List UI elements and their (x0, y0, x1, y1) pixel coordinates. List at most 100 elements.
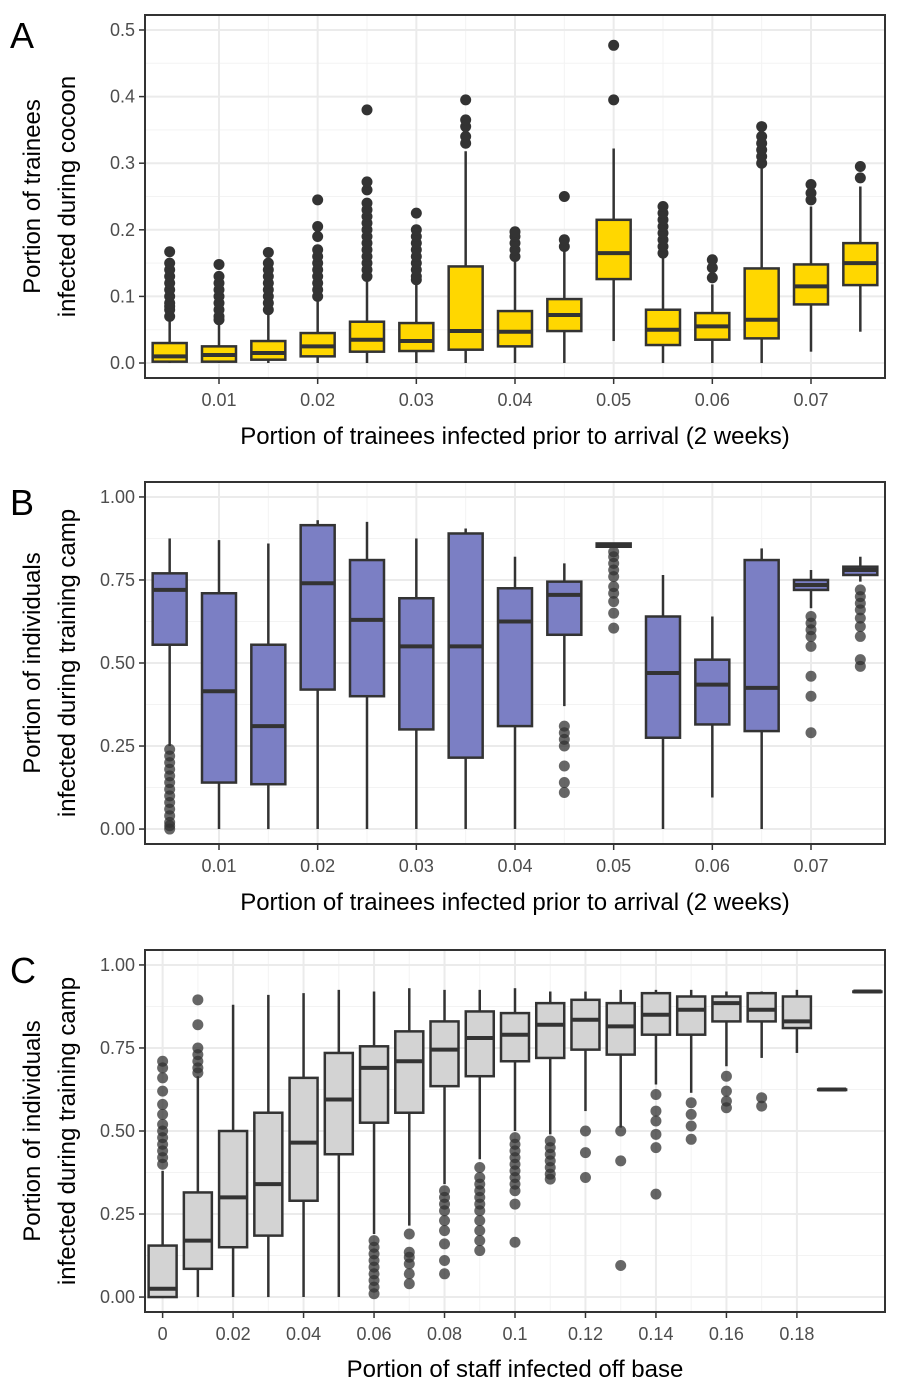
panel-a-outlier-point (657, 200, 669, 212)
panel-b-box-8 (546, 563, 583, 799)
panel-a-outlier-point (805, 179, 817, 191)
panel-a-outlier-point (608, 39, 620, 51)
panel-c-box-0 (147, 1055, 178, 1299)
panel-c-outlier-point (650, 1128, 662, 1140)
panel-a-outlier-point (213, 258, 225, 270)
panel-b-xtick-label: 0.03 (399, 856, 434, 876)
panel-a-outlier-point (262, 257, 274, 269)
panel-b-box-14 (842, 556, 879, 672)
panel-a-box-rect (644, 308, 682, 347)
panel-a-outlier-point (460, 94, 472, 106)
panel-a-y-axis-title-line-1: Portion of trainees (19, 99, 46, 294)
panel-a-outlier-point (164, 246, 176, 258)
panel-c-outlier-point (403, 1278, 415, 1290)
panel-b-outlier-point (854, 620, 866, 632)
panel-b-outlier-point (558, 787, 570, 799)
panel-c-outlier-point (685, 1120, 697, 1132)
panel-c-box-rect (570, 998, 601, 1051)
panel-a-outlier-point (460, 131, 472, 143)
panel-b-ytick-label: 1.00 (100, 487, 135, 507)
panel-c-outlier-point (474, 1171, 486, 1183)
panel-c-box-19 (816, 1087, 848, 1092)
panel-c-outlier-point (685, 1097, 697, 1109)
panel-a: 0.0 0.1 0.2 0.3 0.4 0.5 0.01 0.02 0.03 0.04 0.05 0.… (10, 14, 886, 450)
panel-c-box-rect (711, 995, 742, 1023)
panel-c-xtick-label: 0 (158, 1324, 168, 1344)
panel-a-xtick-label: 0.01 (201, 390, 236, 410)
panel-c-outlier-point (474, 1235, 486, 1247)
panel-b-xtick-label: 0.05 (596, 856, 631, 876)
panel-a-xtick-label: 0.05 (596, 390, 631, 410)
panel-c-outlier-point (403, 1268, 415, 1280)
panel-c-y-axis-title-line-2: infected during training camp (54, 977, 81, 1285)
panel-a-xtick-label: 0.03 (399, 390, 434, 410)
panel-c-outlier-point (474, 1162, 486, 1174)
panel-c-box-13 (605, 989, 636, 1272)
panel-c-box-12 (570, 991, 601, 1183)
panel-c-box-7 (394, 988, 425, 1290)
panel-a-box-rect (743, 267, 780, 340)
panel-c-box-rect (675, 995, 707, 1036)
panel-b-outlier-point (854, 630, 866, 642)
panel-c-outlier-point (756, 1100, 768, 1112)
panel-c-outlier-point (157, 1098, 169, 1110)
panel-b-box-12 (743, 548, 780, 830)
panel-c-xtick-label: 0.18 (779, 1324, 814, 1344)
panel-b-box-1 (200, 540, 238, 830)
panel-a-outlier-point (805, 187, 817, 199)
panel-b-outlier-point (608, 581, 620, 593)
panel-a-outlier-point (410, 207, 422, 219)
panel-a-outlier-point (854, 172, 866, 184)
panel-c-box-rect (499, 1011, 531, 1063)
panel-b-box-13 (792, 570, 830, 739)
panel-b-xtick-label: 0.01 (201, 856, 236, 876)
panel-c-box-4 (288, 993, 319, 1298)
panel-c-outlier-point (615, 1155, 627, 1167)
panel-c-outlier-point (615, 1260, 627, 1272)
panel-c-box-8 (429, 989, 460, 1280)
panel-c-box-6 (358, 991, 390, 1300)
panel-a-outlier-point (312, 194, 324, 206)
panel-b-box-rect (348, 558, 386, 698)
panel-b-outlier-point (608, 596, 620, 608)
panel-a-ytick-label: 0.4 (110, 87, 135, 107)
panel-c-box-16 (711, 991, 742, 1114)
panel-c-outlier-point (474, 1215, 486, 1227)
panel-c-box-rect (288, 1076, 319, 1202)
panel-b-outlier-point (854, 584, 866, 596)
panel-a-outlier-point (164, 257, 176, 269)
panel-c-outlier-point (650, 1142, 662, 1154)
panel-c-letter: C (10, 950, 36, 991)
panel-a-outlier-point (312, 244, 324, 256)
panel-b-box-rect (644, 615, 682, 739)
panel-b-box-9 (595, 542, 632, 634)
panel-c-outlier-point (157, 1055, 169, 1067)
panel-b-box-7 (496, 556, 534, 830)
panel-b-box-2 (250, 543, 287, 830)
panel-c-outlier-point (579, 1147, 591, 1159)
panel-c-ytick-label: 0.00 (100, 1287, 135, 1307)
panel-b-outlier-point (164, 743, 176, 755)
panel-b: 0.00 0.25 0.50 0.75 1.00 0.01 0.02 0.03 0.04 0.05… (10, 481, 886, 916)
panel-c-xtick-label: 0.04 (286, 1324, 321, 1344)
panel-c-box-rect (217, 1129, 249, 1249)
panel-a-box-rect (595, 218, 632, 281)
panel-b-outlier-point (558, 720, 570, 732)
panel-b-ytick-label: 0.75 (100, 570, 135, 590)
panel-c-outlier-point (720, 1085, 732, 1097)
panel-b-box-6 (447, 528, 484, 830)
panel-c-outlier-point (509, 1236, 521, 1248)
panel-b-outlier-point (805, 690, 817, 702)
panel-b-outlier-point (805, 611, 817, 623)
panel-a-outlier-point (756, 131, 768, 143)
panel-c-box-rect (394, 1030, 425, 1114)
panel-a-box-5 (398, 207, 435, 364)
panel-c-outlier-point (439, 1255, 451, 1267)
panel-c-outlier-point (544, 1135, 556, 1147)
panel-b-box-5 (398, 538, 435, 830)
panel-b-y-axis-title-line-2: infected during training camp (54, 509, 81, 817)
panel-a-box-3 (299, 194, 336, 364)
panel-c-outlier-point (192, 1042, 204, 1054)
panel-b-xtick-label: 0.04 (497, 856, 532, 876)
